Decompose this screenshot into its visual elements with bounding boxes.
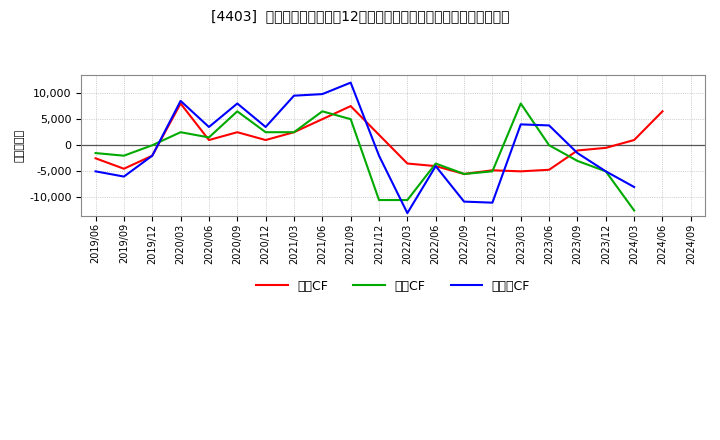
投資CF — [573, 158, 582, 164]
フリーCF — [431, 164, 440, 169]
投資CF — [233, 109, 242, 114]
投資CF — [346, 117, 355, 122]
営業CF — [601, 145, 610, 150]
フリーCF — [516, 122, 525, 127]
投資CF — [460, 171, 469, 176]
フリーCF — [545, 123, 554, 128]
フリーCF — [261, 125, 270, 130]
投資CF — [261, 129, 270, 135]
投資CF — [601, 169, 610, 174]
Line: 投資CF: 投資CF — [96, 103, 634, 210]
投資CF — [374, 198, 383, 203]
投資CF — [289, 129, 298, 135]
営業CF — [289, 129, 298, 135]
投資CF — [516, 101, 525, 106]
営業CF — [120, 166, 128, 171]
フリーCF — [176, 98, 185, 103]
フリーCF — [403, 210, 412, 216]
営業CF — [204, 137, 213, 143]
営業CF — [658, 109, 667, 114]
営業CF — [431, 164, 440, 169]
営業CF — [233, 129, 242, 135]
営業CF — [545, 167, 554, 172]
フリーCF — [91, 169, 100, 174]
投資CF — [318, 109, 327, 114]
営業CF — [630, 137, 639, 143]
投資CF — [176, 129, 185, 135]
フリーCF — [488, 200, 497, 205]
営業CF — [176, 101, 185, 106]
フリーCF — [289, 93, 298, 98]
営業CF — [488, 168, 497, 173]
営業CF — [346, 103, 355, 109]
投資CF — [545, 143, 554, 148]
フリーCF — [318, 92, 327, 97]
投資CF — [120, 153, 128, 158]
フリーCF — [630, 184, 639, 190]
営業CF — [318, 117, 327, 122]
Line: 営業CF: 営業CF — [96, 103, 662, 174]
フリーCF — [346, 80, 355, 85]
営業CF — [261, 137, 270, 143]
投資CF — [403, 198, 412, 203]
投資CF — [431, 161, 440, 166]
フリーCF — [460, 199, 469, 204]
フリーCF — [601, 169, 610, 174]
投資CF — [630, 208, 639, 213]
営業CF — [573, 148, 582, 153]
フリーCF — [120, 174, 128, 179]
Line: フリーCF: フリーCF — [96, 83, 634, 213]
営業CF — [148, 153, 156, 158]
フリーCF — [204, 125, 213, 130]
営業CF — [460, 171, 469, 176]
営業CF — [403, 161, 412, 166]
Legend: 営業CF, 投資CF, フリーCF: 営業CF, 投資CF, フリーCF — [251, 275, 535, 298]
フリーCF — [573, 150, 582, 156]
投資CF — [204, 135, 213, 140]
フリーCF — [374, 153, 383, 158]
フリーCF — [233, 101, 242, 106]
投資CF — [488, 169, 497, 174]
Text: [4403]  キャッシュフローの12か月移動合計の対前年同期増減額の推移: [4403] キャッシュフローの12か月移動合計の対前年同期増減額の推移 — [211, 9, 509, 23]
投資CF — [91, 150, 100, 156]
フリーCF — [148, 153, 156, 158]
投資CF — [148, 143, 156, 148]
Y-axis label: （百万円）: （百万円） — [15, 128, 25, 162]
営業CF — [516, 169, 525, 174]
営業CF — [91, 156, 100, 161]
